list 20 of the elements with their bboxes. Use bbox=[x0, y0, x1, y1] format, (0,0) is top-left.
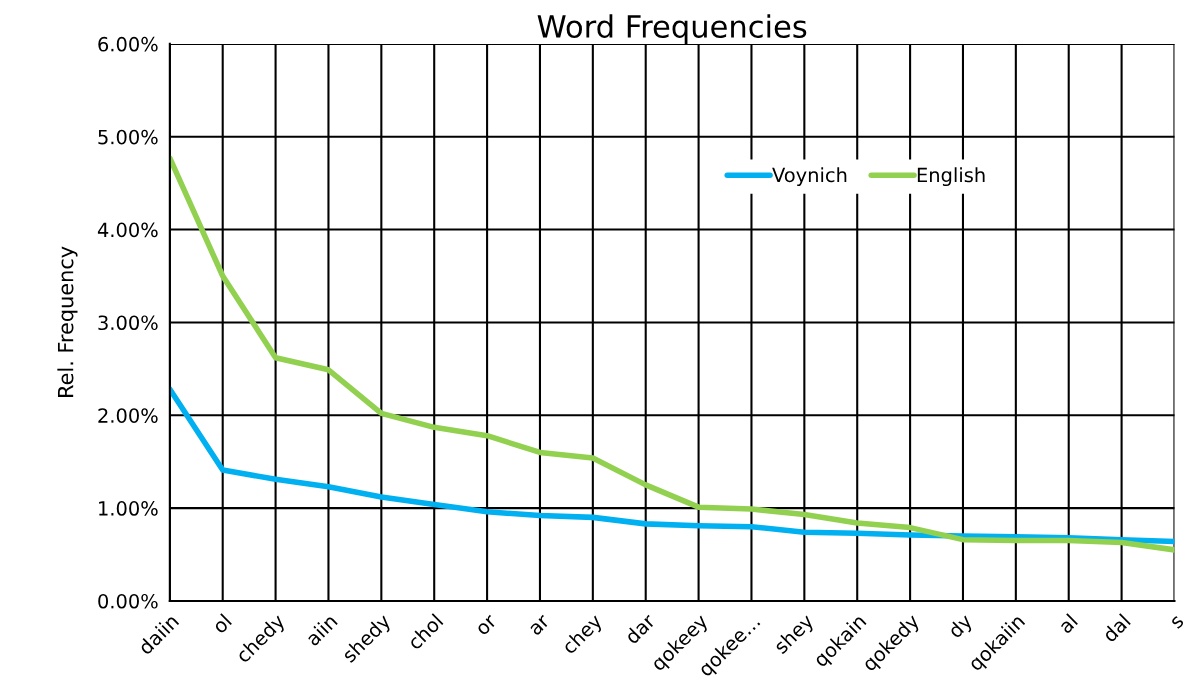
x-tick-label: aiin bbox=[304, 613, 338, 647]
x-tick-label: dal bbox=[1101, 613, 1131, 643]
y-tick-label: 2.00% bbox=[98, 408, 158, 423]
x-tick-label: dy bbox=[946, 612, 976, 642]
x-tick-label: ar bbox=[529, 614, 551, 636]
y-axis-title: Rel. Frequency bbox=[57, 246, 78, 397]
x-tick-label: s bbox=[1170, 615, 1185, 630]
y-tick-label: 0.00% bbox=[98, 593, 158, 609]
chart-title: Word Frequencies bbox=[537, 14, 807, 44]
y-tick-label: 4.00% bbox=[97, 222, 158, 238]
x-tick-label: or bbox=[476, 614, 498, 636]
legend-label: English bbox=[917, 167, 985, 187]
x-tick-label: ol bbox=[211, 613, 233, 635]
x-tick-label: al bbox=[1057, 613, 1079, 635]
y-tick-label: 1.00% bbox=[99, 501, 158, 516]
y-tick-label: 3.00% bbox=[98, 315, 158, 331]
y-tick-label: 5.00% bbox=[98, 129, 158, 145]
x-tick-label: dar bbox=[623, 612, 657, 645]
y-tick-label: 6.00% bbox=[98, 36, 158, 52]
legend-label: Voynich bbox=[772, 167, 847, 187]
